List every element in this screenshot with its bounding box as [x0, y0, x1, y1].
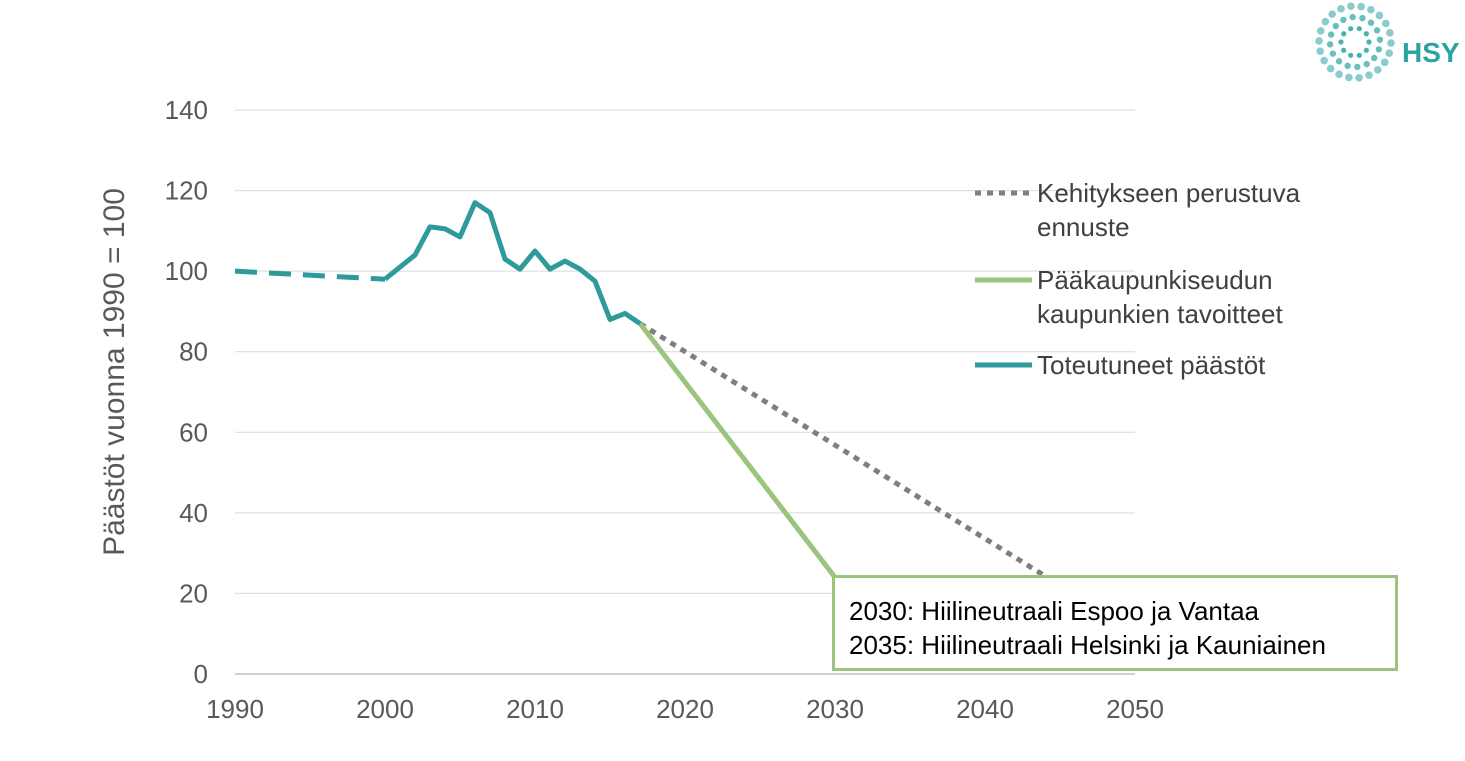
- logo-dot: [1340, 16, 1347, 24]
- y-tick-label: 60: [179, 417, 208, 447]
- series-lines: [234, 200, 1062, 588]
- y-tick-label: 20: [179, 578, 208, 608]
- logo-dot: [1321, 17, 1330, 26]
- x-tick-label: 2050: [1106, 694, 1164, 724]
- hsy-logo: HSY: [1315, 2, 1460, 82]
- logo-dot: [1326, 41, 1334, 48]
- logo-dot: [1363, 31, 1369, 37]
- logo-dot: [1386, 29, 1394, 37]
- legend-label-0-0: Kehitykseen perustuva: [1037, 178, 1301, 208]
- logo-dot: [1387, 39, 1395, 47]
- logo-dot: [1363, 60, 1370, 68]
- logo-dot: [1373, 66, 1382, 74]
- logo-dot: [1327, 31, 1335, 38]
- logo-dot: [1367, 5, 1375, 14]
- logo-ring-icon: [1315, 2, 1395, 82]
- logo-dot: [1354, 63, 1361, 71]
- legend-label-1-0: Pääkaupunkiseudun: [1037, 265, 1273, 295]
- logo-dot: [1316, 27, 1325, 35]
- logo-dot: [1357, 2, 1365, 11]
- logo-dot: [1375, 46, 1383, 53]
- logo-dot: [1367, 19, 1375, 26]
- annotation-line-2: 2035: Hiilineutraali Helsinki ja Kauniai…: [849, 630, 1326, 660]
- logo-dot: [1380, 58, 1389, 67]
- logo-dot: [1349, 13, 1356, 21]
- logo-dot: [1365, 71, 1373, 79]
- logo-dot: [1315, 37, 1323, 45]
- x-tick-label: 2040: [956, 694, 1014, 724]
- y-tick-label: 100: [165, 256, 208, 286]
- legend-label-0-1: ennuste: [1037, 212, 1130, 242]
- x-tick-labels: 1990 2000 2010 2020 2030 2040 2050: [206, 694, 1164, 724]
- logo-dot: [1329, 50, 1337, 57]
- x-tick-label: 1990: [206, 694, 264, 724]
- logo-dot: [1320, 56, 1328, 65]
- annotation-line-1: 2030: Hiilineutraali Espoo ja Vantaa: [849, 596, 1260, 626]
- logo-dot: [1332, 22, 1339, 30]
- logo-dot: [1341, 47, 1347, 53]
- logo-dot: [1382, 19, 1390, 28]
- logo-dot: [1348, 26, 1354, 32]
- logo-dot: [1363, 47, 1369, 53]
- logo-dot: [1385, 49, 1394, 57]
- y-tick-label: 80: [179, 337, 208, 367]
- logo-dot: [1355, 73, 1363, 82]
- logo-dot: [1356, 26, 1362, 32]
- logo-dot: [1337, 5, 1345, 13]
- y-axis-label: Päästöt vuonna 1990 = 100: [98, 188, 131, 556]
- x-tick-label: 2010: [506, 694, 564, 724]
- series-line-2: [383, 200, 642, 326]
- logo-dot: [1366, 39, 1372, 45]
- logo-dot: [1345, 73, 1353, 82]
- target-annotation-box: 2030: Hiilineutraali Espoo ja Vantaa 203…: [832, 575, 1398, 671]
- logo-dot: [1326, 64, 1335, 73]
- series-line-gap-segment: [234, 268, 386, 282]
- logo-dot: [1348, 52, 1354, 58]
- logo-dot: [1338, 39, 1344, 45]
- series-line-1: [638, 321, 837, 579]
- legend-label-1-1: kaupunkien tavoitteet: [1037, 299, 1284, 329]
- x-tick-label: 2000: [356, 694, 414, 724]
- legend-label-2-0: Toteutuneet päästöt: [1037, 350, 1266, 380]
- logo-text: HSY: [1402, 37, 1460, 68]
- logo-dot: [1375, 11, 1384, 20]
- logo-dot: [1359, 14, 1366, 22]
- logo-dot: [1316, 47, 1324, 55]
- y-tick-labels: 0 20 40 60 80 100 120 140: [165, 95, 208, 689]
- x-tick-label: 2030: [806, 694, 864, 724]
- y-tick-label: 0: [194, 659, 208, 689]
- logo-dot: [1376, 36, 1384, 43]
- logo-dot: [1335, 58, 1343, 65]
- logo-dot: [1347, 2, 1355, 11]
- y-tick-label: 120: [165, 176, 208, 206]
- logo-dot: [1371, 54, 1378, 62]
- logo-dot: [1328, 10, 1337, 18]
- y-tick-label: 140: [165, 95, 208, 125]
- y-tick-label: 40: [179, 498, 208, 528]
- logo-dot: [1341, 31, 1347, 37]
- legend: Kehitykseen perustuva ennuste Pääkaupunkis…: [975, 178, 1301, 380]
- series-line-0: [638, 321, 1062, 588]
- logo-dot: [1356, 52, 1362, 58]
- logo-dot: [1373, 27, 1381, 34]
- x-tick-label: 2020: [656, 694, 714, 724]
- logo-dot: [1335, 70, 1343, 79]
- logo-dot: [1344, 62, 1351, 70]
